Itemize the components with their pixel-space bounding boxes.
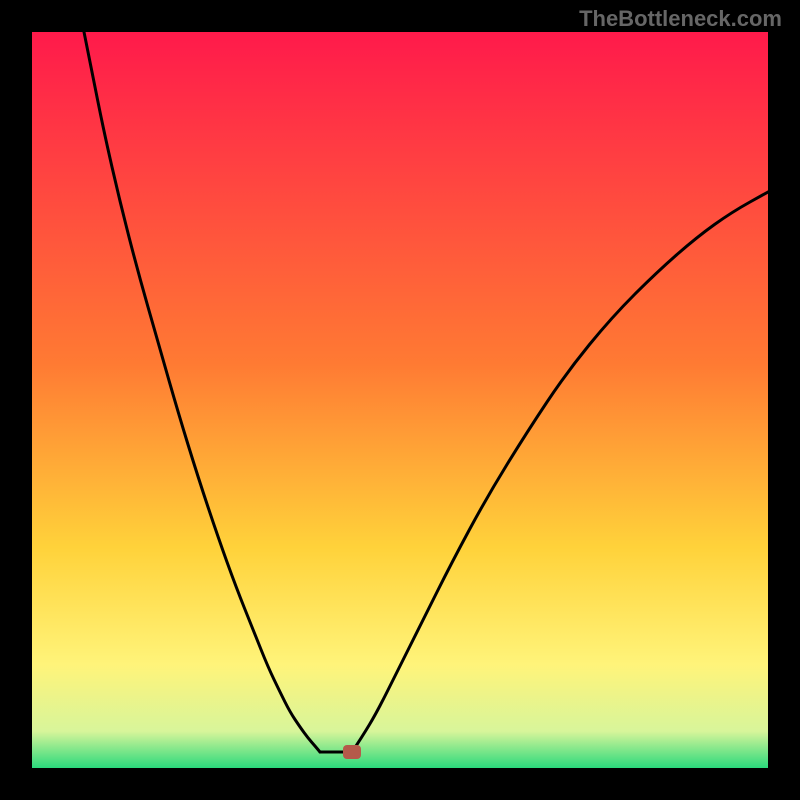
bottleneck-curve-left bbox=[84, 32, 320, 752]
chart-svg bbox=[32, 32, 768, 768]
watermark-text: TheBottleneck.com bbox=[579, 6, 782, 32]
chart-plot-area bbox=[32, 32, 768, 768]
optimum-marker bbox=[343, 745, 361, 759]
bottleneck-curve-right bbox=[352, 192, 768, 752]
